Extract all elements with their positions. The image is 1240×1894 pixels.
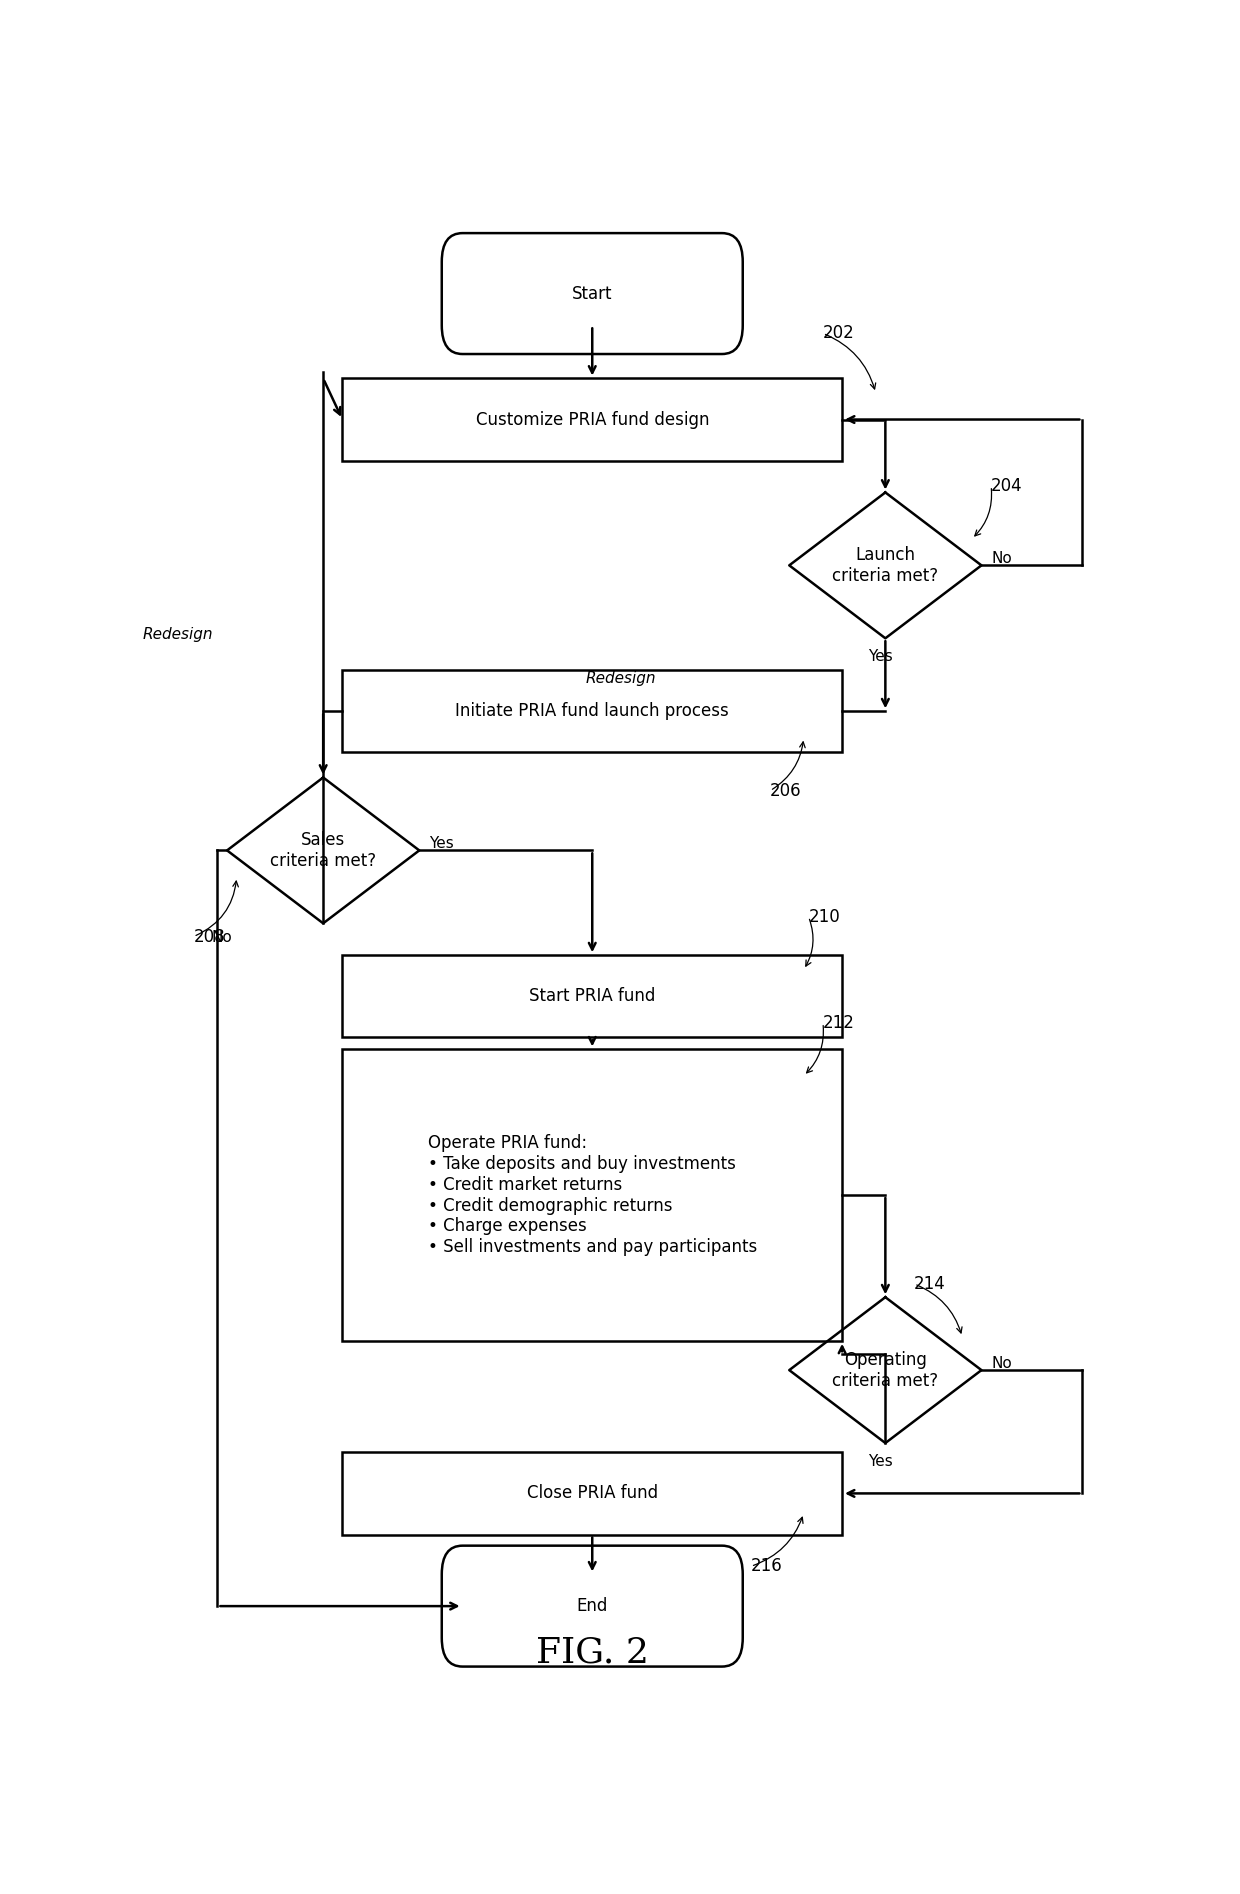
FancyBboxPatch shape	[342, 1453, 842, 1534]
Text: Yes: Yes	[429, 837, 454, 850]
Text: Customize PRIA fund design: Customize PRIA fund design	[475, 411, 709, 428]
FancyBboxPatch shape	[342, 379, 842, 460]
Text: 214: 214	[914, 1275, 946, 1294]
FancyBboxPatch shape	[342, 670, 842, 752]
Text: Sales
criteria met?: Sales criteria met?	[270, 831, 376, 869]
Text: Operate PRIA fund:
• Take deposits and buy investments
• Credit market returns
•: Operate PRIA fund: • Take deposits and b…	[428, 1135, 756, 1256]
FancyBboxPatch shape	[441, 1546, 743, 1667]
Text: Start: Start	[572, 284, 613, 303]
FancyBboxPatch shape	[342, 955, 842, 1038]
Text: End: End	[577, 1597, 608, 1616]
Text: Launch
criteria met?: Launch criteria met?	[832, 545, 939, 585]
Text: Initiate PRIA fund launch process: Initiate PRIA fund launch process	[455, 703, 729, 720]
Text: No: No	[212, 930, 233, 945]
Text: Redesign: Redesign	[585, 670, 656, 686]
Text: 208: 208	[193, 928, 226, 945]
Text: Operating
criteria met?: Operating criteria met?	[832, 1350, 939, 1390]
Text: 216: 216	[751, 1557, 782, 1576]
Text: No: No	[991, 551, 1012, 566]
Text: 206: 206	[770, 782, 802, 799]
FancyBboxPatch shape	[441, 233, 743, 354]
FancyBboxPatch shape	[342, 1049, 842, 1341]
Text: Redesign: Redesign	[143, 627, 213, 642]
Text: 212: 212	[823, 1013, 854, 1032]
Text: Yes: Yes	[868, 650, 893, 665]
Text: 202: 202	[823, 324, 854, 343]
Text: Close PRIA fund: Close PRIA fund	[527, 1485, 657, 1502]
Text: Start PRIA fund: Start PRIA fund	[529, 987, 656, 1006]
Text: FIG. 2: FIG. 2	[536, 1636, 649, 1669]
Text: Yes: Yes	[868, 1455, 893, 1468]
Text: 204: 204	[991, 477, 1023, 494]
Text: No: No	[991, 1356, 1012, 1371]
Text: 210: 210	[808, 907, 841, 926]
